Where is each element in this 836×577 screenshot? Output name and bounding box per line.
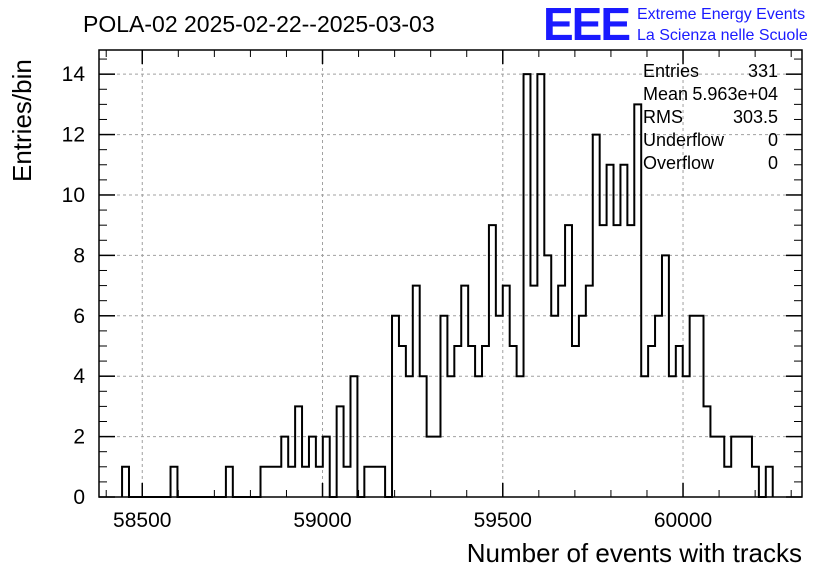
chart-title: POLA-02 2025-02-22--2025-03-03 bbox=[83, 11, 435, 37]
stats-overflow-value: 0 bbox=[768, 153, 778, 173]
stats-rms-label: RMS bbox=[643, 107, 683, 127]
stats-overflow-label: Overflow bbox=[643, 153, 715, 173]
y-tick-label: 4 bbox=[73, 365, 85, 388]
y-tick-label: 2 bbox=[73, 426, 85, 449]
plot-frame bbox=[98, 49, 803, 498]
eee-logo: EEE Extreme Energy Events La Scienza nel… bbox=[543, 0, 808, 50]
stats-mean-label: Mean bbox=[643, 84, 688, 104]
stats-mean-value: 5.963e+04 bbox=[692, 84, 778, 104]
y-axis-title: Entries/bin bbox=[7, 59, 37, 182]
x-tick-label: 60000 bbox=[654, 509, 712, 532]
stats-underflow-value: 0 bbox=[768, 130, 778, 150]
x-axis-title: Number of events with tracks bbox=[467, 538, 802, 568]
eee-logo-letters: EEE bbox=[543, 0, 629, 50]
histogram-line bbox=[121, 73, 774, 498]
x-tick-label: 59500 bbox=[474, 509, 532, 532]
y-tick-label: 10 bbox=[62, 184, 85, 207]
y-tick-label: 0 bbox=[73, 486, 85, 509]
y-tick-label: 12 bbox=[62, 124, 85, 147]
stats-entries-label: Entries bbox=[643, 61, 699, 81]
eee-logo-line2: La Scienza nelle Scuole bbox=[637, 27, 808, 44]
x-tick-label: 58500 bbox=[113, 509, 171, 532]
axis-ticks bbox=[99, 50, 802, 498]
stats-rms-value: 303.5 bbox=[733, 107, 778, 127]
stats-underflow-label: Underflow bbox=[643, 130, 725, 150]
eee-logo-line1: Extreme Energy Events bbox=[637, 6, 805, 23]
y-tick-label: 8 bbox=[73, 244, 85, 267]
y-tick-label: 6 bbox=[73, 305, 85, 328]
stats-box: Entries 331 Mean 5.963e+04 RMS 303.5 Und… bbox=[643, 61, 778, 173]
x-tick-label: 59000 bbox=[293, 509, 351, 532]
grid-lines bbox=[99, 50, 802, 497]
y-tick-label: 14 bbox=[62, 63, 86, 86]
axis-tick-labels: 58500 59000 59500 60000 0 2 4 6 8 10 12 14 bbox=[62, 63, 713, 532]
stats-entries-value: 331 bbox=[748, 61, 778, 81]
